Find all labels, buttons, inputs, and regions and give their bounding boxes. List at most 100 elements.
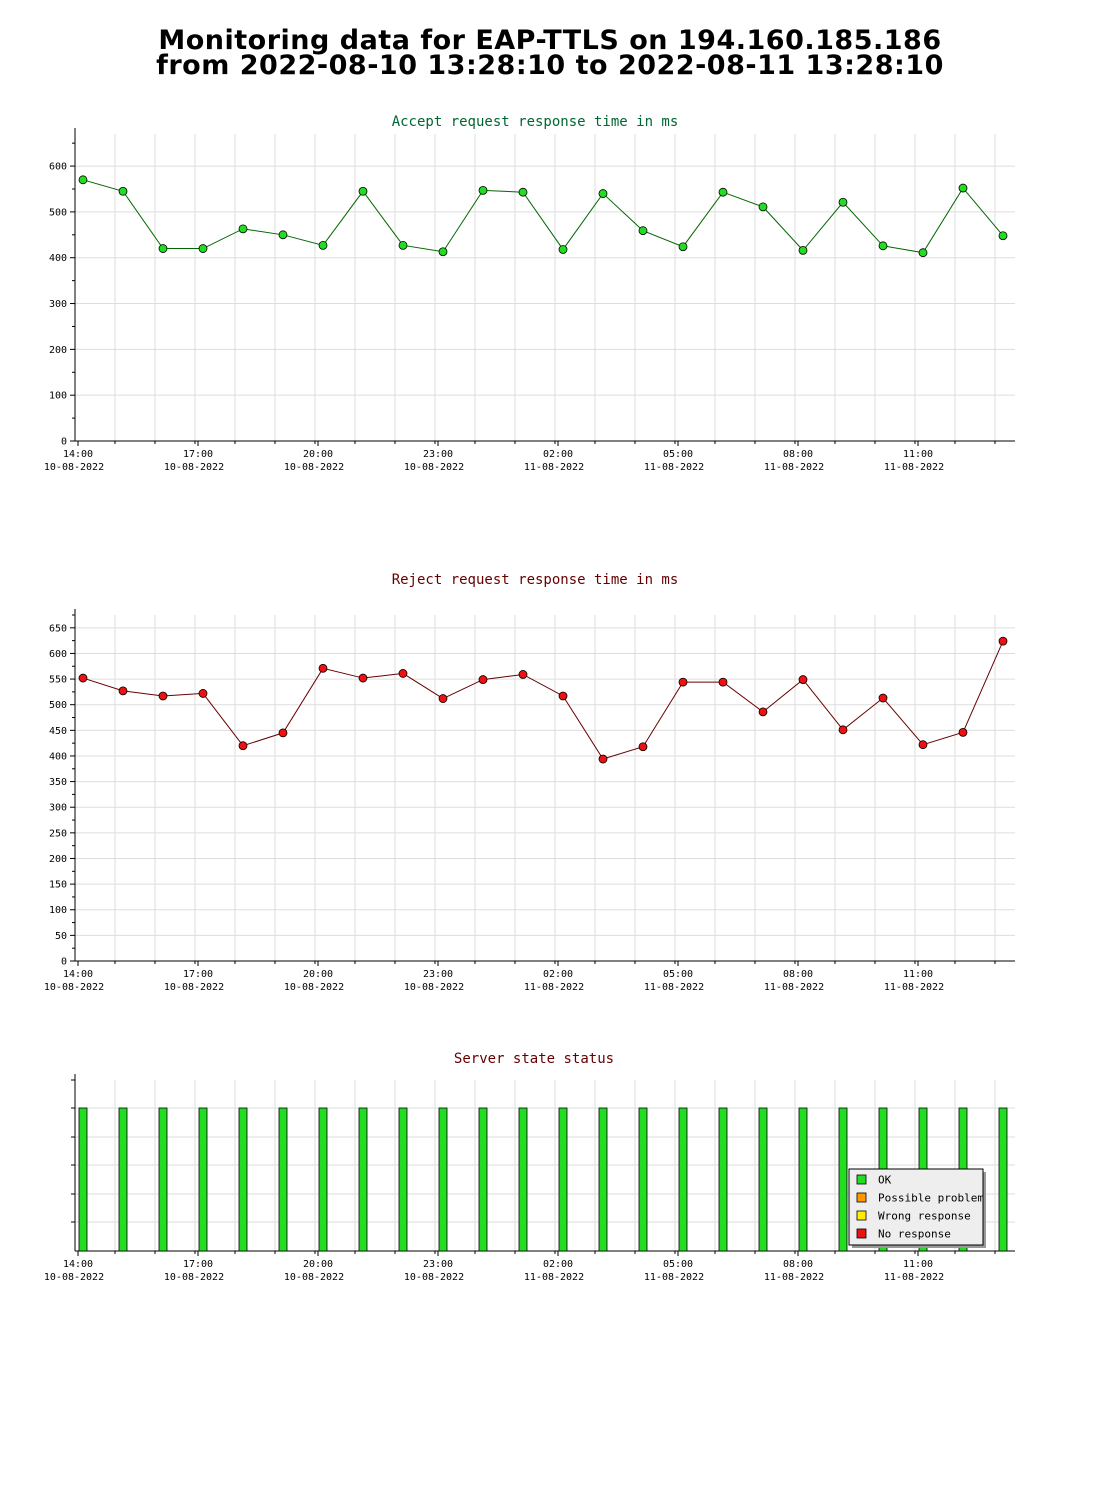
reject-chart-data-point (318, 663, 328, 673)
accept-chart-x-tick-date: 11-08-2022 (524, 462, 584, 473)
reject-chart-y-tick-label: 500 (49, 700, 67, 711)
reject-chart-y-tick-label: 650 (49, 623, 67, 634)
status-chart-x-tick-date: 11-08-2022 (644, 1272, 704, 1283)
status-chart-status-bar (478, 1107, 488, 1252)
status-chart-status-bar (758, 1107, 768, 1252)
status-chart-x-tick-time: 11:00 (903, 1259, 933, 1270)
accept-chart-x-tick-time: 23:00 (423, 449, 453, 460)
status-chart-status-bar (678, 1107, 688, 1252)
reject-chart-y-tick-label: 350 (49, 777, 67, 788)
status-chart-x-tick-time: 20:00 (303, 1259, 333, 1270)
reject-chart-x-tick-time: 08:00 (783, 969, 813, 980)
accept-chart-x-tick-date: 11-08-2022 (764, 462, 824, 473)
accept-chart-y-tick-label: 0 (61, 437, 67, 448)
accept-chart-data-point (518, 187, 528, 197)
reject-chart-x-tick-date: 10-08-2022 (44, 982, 104, 993)
status-chart-x-tick-date: 10-08-2022 (404, 1272, 464, 1283)
status-chart-x-tick-time: 23:00 (423, 1259, 453, 1270)
reject-chart-data-point (678, 677, 688, 687)
accept-chart-data-point (758, 202, 768, 212)
status-chart-status-bar (438, 1107, 448, 1252)
reject-chart-x-tick-time: 23:00 (423, 969, 453, 980)
status-chart-legend-swatch (856, 1174, 867, 1185)
reject-chart-x-tick-time: 11:00 (903, 969, 933, 980)
reject-chart-x-tick-date: 10-08-2022 (164, 982, 224, 993)
reject-chart-x-tick-time: 05:00 (663, 969, 693, 980)
status-chart-legend-label: Possible problem (878, 1192, 984, 1205)
reject-chart-x-tick-date: 11-08-2022 (524, 982, 584, 993)
accept-chart-y-tick-label: 600 (49, 162, 67, 173)
accept-chart-x-tick-date: 10-08-2022 (164, 462, 224, 473)
status-chart-x-tick-date: 10-08-2022 (164, 1272, 224, 1283)
accept-chart-data-point (838, 197, 848, 207)
status-chart-x-tick-date: 10-08-2022 (284, 1272, 344, 1283)
reject-chart-data-point (718, 677, 728, 687)
accept-chart-x-tick-time: 05:00 (663, 449, 693, 460)
accept-chart-data-point (158, 244, 168, 253)
accept-chart-data-point (598, 189, 608, 198)
reject-chart-data-point (638, 742, 648, 752)
reject-chart-data-point (118, 686, 128, 696)
status-chart-status-bar (598, 1107, 608, 1252)
status-chart-legend-swatch (856, 1228, 867, 1239)
status-chart-status-bar (398, 1107, 408, 1252)
reject-chart-data-point (398, 669, 408, 678)
reject-chart-data-point (518, 670, 528, 679)
reject-chart-series-line (82, 640, 1004, 760)
reject-chart-y-tick-label: 300 (49, 803, 67, 814)
reject-chart-y-tick-label: 200 (49, 854, 67, 865)
accept-chart-data-point (198, 244, 208, 253)
status-chart-status-bar (838, 1107, 848, 1252)
status-chart-status-bar (158, 1107, 168, 1252)
accept-chart-data-point (918, 248, 928, 258)
accept-chart-x-tick-time: 20:00 (303, 449, 333, 460)
accept-chart-x-tick-date: 10-08-2022 (284, 462, 344, 473)
accept-chart-data-point (358, 186, 368, 196)
reject-chart-data-point (558, 691, 568, 701)
accept-chart-data-point (678, 242, 688, 252)
reject-chart-data-point (758, 707, 768, 717)
reject-chart-x-tick-date: 10-08-2022 (404, 982, 464, 993)
status-chart-status-bar (198, 1107, 208, 1252)
accept-chart-data-point (558, 245, 568, 254)
accept-chart-x-tick-time: 02:00 (543, 449, 573, 460)
reject-chart-y-tick-label: 250 (49, 828, 67, 839)
status-chart-x-tick-time: 14:00 (63, 1259, 93, 1270)
status-chart-x-tick-date: 11-08-2022 (524, 1272, 584, 1283)
reject-chart-x-tick-date: 11-08-2022 (884, 982, 944, 993)
reject-chart-data-point (278, 728, 288, 738)
reject-chart-data-point (998, 636, 1008, 646)
reject-chart-y-tick-label: 550 (49, 675, 67, 686)
accept-chart-data-point (238, 224, 248, 234)
accept-chart-x-tick-date: 10-08-2022 (404, 462, 464, 473)
status-chart-legend-swatch (856, 1192, 867, 1203)
reject-chart-x-tick-time: 02:00 (543, 969, 573, 980)
status-chart-x-tick-date: 11-08-2022 (884, 1272, 944, 1283)
reject-chart-data-point (878, 693, 888, 703)
status-chart-legend-label: No response (878, 1228, 951, 1241)
accept-chart-data-point (318, 240, 328, 250)
status-chart-status-bar (998, 1107, 1008, 1252)
accept-chart-data-point (438, 247, 448, 257)
accept-chart-data-point (878, 241, 888, 251)
page-title-line-2: from 2022-08-10 13:28:10 to 2022-08-11 1… (156, 50, 944, 81)
reject-chart-x-tick-date: 11-08-2022 (764, 982, 824, 993)
status-chart-status-bar (558, 1107, 568, 1252)
status-chart-status-bar (118, 1107, 128, 1252)
status-chart-status-bar (358, 1107, 368, 1252)
reject-chart-y-tick-label: 0 (61, 957, 67, 968)
status-chart-x-tick-time: 17:00 (183, 1259, 213, 1270)
accept-chart-data-point (798, 245, 808, 255)
reject-chart-data-point (358, 673, 368, 683)
accept-chart-y-tick-label: 500 (49, 207, 67, 218)
accept-chart-x-tick-time: 08:00 (783, 449, 813, 460)
reject-chart-x-tick-time: 20:00 (303, 969, 333, 980)
reject-chart-data-point (958, 727, 968, 737)
reject-chart-data-point (798, 675, 808, 684)
status-chart-x-tick-date: 10-08-2022 (44, 1272, 104, 1283)
accept-chart-x-tick-date: 10-08-2022 (44, 462, 104, 473)
status-chart-legend-label: Wrong response (878, 1210, 971, 1223)
page-title-line-1: Monitoring data for EAP-TTLS on 194.160.… (158, 25, 942, 56)
accept-chart-data-point (718, 187, 728, 197)
